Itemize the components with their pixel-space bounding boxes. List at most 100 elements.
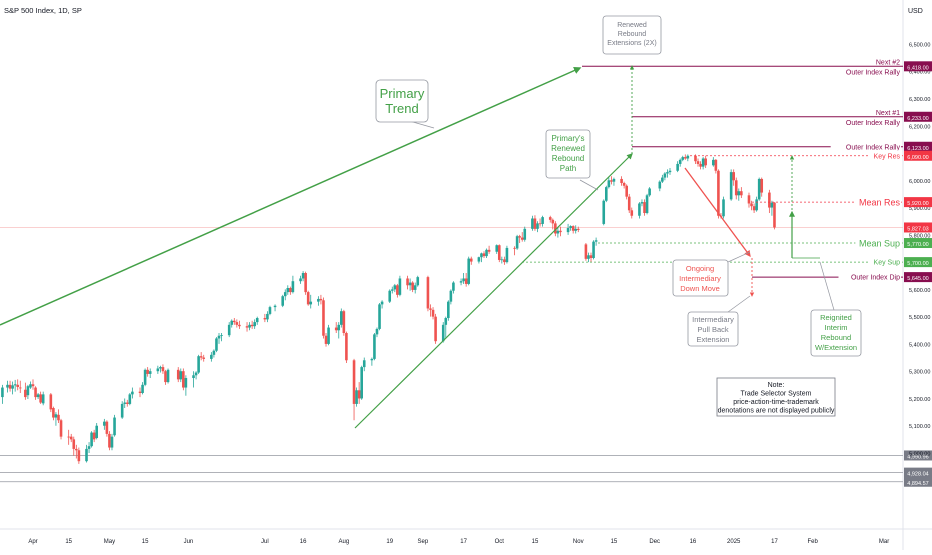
candle-body <box>396 285 399 295</box>
candle-body <box>166 369 170 383</box>
candle-body <box>589 255 593 259</box>
time-tick-label: 16 <box>690 539 697 545</box>
candle-body <box>95 425 98 439</box>
candle-body <box>380 301 384 305</box>
time-tick-label: Jul <box>261 539 269 545</box>
candle-body <box>49 394 53 410</box>
time-tick-label: Mar <box>879 539 889 545</box>
level-label-bg <box>869 150 901 162</box>
candle-body <box>131 391 134 395</box>
price-tick-label: 5,800.00 <box>909 233 930 239</box>
candle-body <box>406 278 409 286</box>
candle-body <box>668 170 672 173</box>
candle-body <box>683 157 687 159</box>
candle-body <box>757 178 761 200</box>
note-label: Note: Trade Selector System price-action-t… <box>718 382 835 415</box>
candle-body <box>747 195 751 204</box>
candle-body <box>408 282 412 286</box>
candle-body <box>75 448 78 451</box>
candle-body <box>505 247 509 263</box>
candle-body <box>661 177 664 182</box>
primary-trend-label: Primary Trend <box>380 86 425 116</box>
candle-body <box>625 185 628 197</box>
candle-body <box>41 394 45 404</box>
grey-level-badge-text: 4,990.96 <box>907 454 928 460</box>
candle-body <box>548 217 552 220</box>
level-sublabel: Outer Index Rally <box>846 69 901 76</box>
reignited-label-line: W/Extension <box>815 343 857 352</box>
candle-body <box>156 368 160 372</box>
candle-body <box>701 158 705 167</box>
price-tick-label: 6,300.00 <box>909 97 930 103</box>
level-label: Next #2 <box>876 59 900 66</box>
candle-body <box>362 360 366 368</box>
candle-body <box>161 367 165 372</box>
price-tick-label: 5,100.00 <box>909 424 930 430</box>
candle-body <box>612 178 616 182</box>
level-badge-text: 5,700.00 <box>907 261 928 267</box>
candle-body <box>250 324 254 327</box>
candle-body <box>694 155 697 162</box>
price-tick-label: 6,400.00 <box>909 70 930 76</box>
candle-body <box>452 282 455 291</box>
last-price-badge-text: 5,827.03 <box>907 226 928 232</box>
candle-body <box>324 335 328 344</box>
time-tick-label: 2025 <box>727 539 741 545</box>
candle-body <box>449 290 453 302</box>
candle-body <box>373 334 376 359</box>
time-tick-label: 17 <box>460 539 467 545</box>
candle-body <box>334 327 338 331</box>
pullback-label-line: Intermediary <box>692 315 734 324</box>
reignited-pointer <box>819 261 835 311</box>
time-tick-label: Aug <box>339 539 350 545</box>
candle-body <box>431 309 435 317</box>
candle-body <box>319 298 323 301</box>
level-badge <box>904 150 932 161</box>
note-label-line: Note: <box>768 382 785 389</box>
price-tick-label: 5,400.00 <box>909 342 930 348</box>
candle-body <box>337 324 341 331</box>
level-badge <box>904 257 932 268</box>
candle-body <box>467 258 471 284</box>
candle-body <box>447 301 450 319</box>
candle-body <box>182 371 185 388</box>
rebound-path-label-line: Primary's <box>551 134 584 143</box>
candles <box>1 154 776 464</box>
candle-body <box>232 320 236 323</box>
candle-body <box>301 273 305 279</box>
candle-body <box>676 163 679 171</box>
candle-body <box>16 384 20 388</box>
candle-body <box>375 328 379 335</box>
candle-body <box>592 241 595 259</box>
candle-body <box>6 384 9 388</box>
candle-body <box>11 385 14 389</box>
level-label-bg <box>830 141 901 153</box>
time-tick-label: Sep <box>418 539 429 545</box>
candle-body <box>217 335 221 339</box>
candle-body <box>594 240 598 242</box>
candle-body <box>113 417 116 436</box>
candle-body <box>8 384 12 389</box>
time-tick-label: 15 <box>611 539 618 545</box>
note-label-line: price-action-time-trademark <box>733 399 819 406</box>
candle-body <box>281 296 285 306</box>
candle-body <box>513 247 516 249</box>
candle-body <box>640 202 644 204</box>
level-badge-text: 6,123.00 <box>907 146 928 152</box>
candle-body <box>566 228 570 233</box>
rebound-path-pointer <box>579 179 599 191</box>
candle-body <box>77 450 81 462</box>
candle-body <box>620 178 623 184</box>
candle-body <box>342 311 346 334</box>
candle-body <box>531 218 534 229</box>
grey-levels: 4,990.96 4,928.04 4,894.57 <box>0 227 932 487</box>
candle-body <box>503 259 506 263</box>
level-label: Mean Sup <box>859 239 900 249</box>
candle-body <box>340 311 343 325</box>
candle-body <box>31 384 35 387</box>
candle-body <box>587 255 590 259</box>
level-label: Mean Res <box>859 198 901 208</box>
currency-label: USD <box>908 8 923 15</box>
candle-body <box>559 230 562 233</box>
